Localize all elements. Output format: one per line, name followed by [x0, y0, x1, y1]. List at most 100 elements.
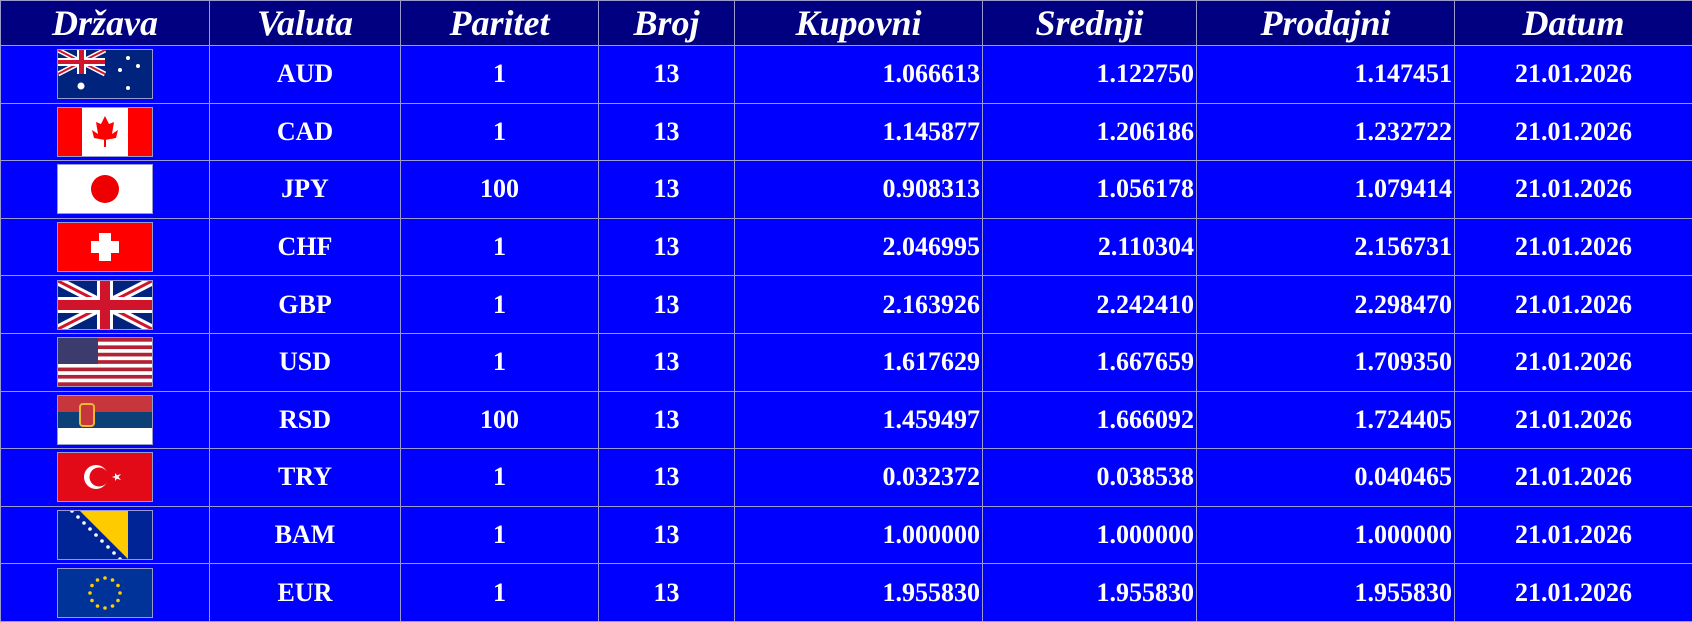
prodajni-cell: 1.232722	[1197, 103, 1455, 161]
flag-cell	[1, 564, 210, 622]
bosnia-flag-icon	[57, 510, 153, 560]
datum-cell: 21.01.2026	[1455, 506, 1692, 564]
srednji-cell: 1.666092	[983, 391, 1197, 449]
srednji-cell: 1.122750	[983, 46, 1197, 104]
kupovni-cell: 2.046995	[735, 218, 983, 276]
paritet-cell: 1	[401, 506, 599, 564]
paritet-cell: 1	[401, 333, 599, 391]
kupovni-cell: 1.955830	[735, 564, 983, 622]
broj-cell: 13	[599, 449, 735, 507]
prodajni-cell: 2.298470	[1197, 276, 1455, 334]
broj-cell: 13	[599, 333, 735, 391]
kupovni-cell: 0.032372	[735, 449, 983, 507]
prodajni-cell: 0.040465	[1197, 449, 1455, 507]
srednji-cell: 1.000000	[983, 506, 1197, 564]
column-header: Paritet	[401, 1, 599, 46]
valuta-cell: RSD	[210, 391, 401, 449]
paritet-cell: 1	[401, 449, 599, 507]
broj-cell: 13	[599, 103, 735, 161]
srednji-cell: 0.038538	[983, 449, 1197, 507]
datum-cell: 21.01.2026	[1455, 46, 1692, 104]
srednji-cell: 1.056178	[983, 161, 1197, 219]
turkey-flag-icon	[57, 452, 153, 502]
column-header: Država	[1, 1, 210, 46]
datum-cell: 21.01.2026	[1455, 218, 1692, 276]
flag-cell	[1, 161, 210, 219]
paritet-cell: 1	[401, 46, 599, 104]
valuta-cell: CAD	[210, 103, 401, 161]
datum-cell: 21.01.2026	[1455, 333, 1692, 391]
kupovni-cell: 1.066613	[735, 46, 983, 104]
datum-cell: 21.01.2026	[1455, 564, 1692, 622]
srednji-cell: 2.242410	[983, 276, 1197, 334]
prodajni-cell: 1.955830	[1197, 564, 1455, 622]
eu-flag-icon	[57, 568, 153, 618]
valuta-cell: TRY	[210, 449, 401, 507]
flag-cell	[1, 103, 210, 161]
broj-cell: 13	[599, 391, 735, 449]
datum-cell: 21.01.2026	[1455, 276, 1692, 334]
datum-cell: 21.01.2026	[1455, 161, 1692, 219]
valuta-cell: AUD	[210, 46, 401, 104]
column-header: Kupovni	[735, 1, 983, 46]
prodajni-cell: 1.724405	[1197, 391, 1455, 449]
switzerland-flag-icon	[57, 222, 153, 272]
paritet-cell: 100	[401, 391, 599, 449]
japan-flag-icon	[57, 164, 153, 214]
flag-cell	[1, 218, 210, 276]
kupovni-cell: 1.145877	[735, 103, 983, 161]
datum-cell: 21.01.2026	[1455, 103, 1692, 161]
flag-cell	[1, 276, 210, 334]
broj-cell: 13	[599, 564, 735, 622]
paritet-cell: 100	[401, 161, 599, 219]
column-header: Broj	[599, 1, 735, 46]
kupovni-cell: 1.617629	[735, 333, 983, 391]
valuta-cell: USD	[210, 333, 401, 391]
kupovni-cell: 1.459497	[735, 391, 983, 449]
paritet-cell: 1	[401, 276, 599, 334]
broj-cell: 13	[599, 46, 735, 104]
valuta-cell: BAM	[210, 506, 401, 564]
column-header: Datum	[1455, 1, 1692, 46]
flag-cell	[1, 449, 210, 507]
srednji-cell: 1.206186	[983, 103, 1197, 161]
flag-cell	[1, 46, 210, 104]
kupovni-cell: 0.908313	[735, 161, 983, 219]
flag-cell	[1, 391, 210, 449]
australia-flag-icon	[57, 49, 153, 99]
serbia-flag-icon	[57, 395, 153, 445]
broj-cell: 13	[599, 506, 735, 564]
valuta-cell: JPY	[210, 161, 401, 219]
kupovni-cell: 1.000000	[735, 506, 983, 564]
srednji-cell: 2.110304	[983, 218, 1197, 276]
column-header: Srednji	[983, 1, 1197, 46]
prodajni-cell: 1.079414	[1197, 161, 1455, 219]
datum-cell: 21.01.2026	[1455, 391, 1692, 449]
broj-cell: 13	[599, 276, 735, 334]
prodajni-cell: 1.147451	[1197, 46, 1455, 104]
valuta-cell: CHF	[210, 218, 401, 276]
srednji-cell: 1.955830	[983, 564, 1197, 622]
prodajni-cell: 1.709350	[1197, 333, 1455, 391]
flag-cell	[1, 333, 210, 391]
broj-cell: 13	[599, 161, 735, 219]
column-header: Prodajni	[1197, 1, 1455, 46]
kupovni-cell: 2.163926	[735, 276, 983, 334]
datum-cell: 21.01.2026	[1455, 449, 1692, 507]
uk-flag-icon	[57, 280, 153, 330]
column-header: Valuta	[210, 1, 401, 46]
broj-cell: 13	[599, 218, 735, 276]
paritet-cell: 1	[401, 103, 599, 161]
srednji-cell: 1.667659	[983, 333, 1197, 391]
valuta-cell: EUR	[210, 564, 401, 622]
